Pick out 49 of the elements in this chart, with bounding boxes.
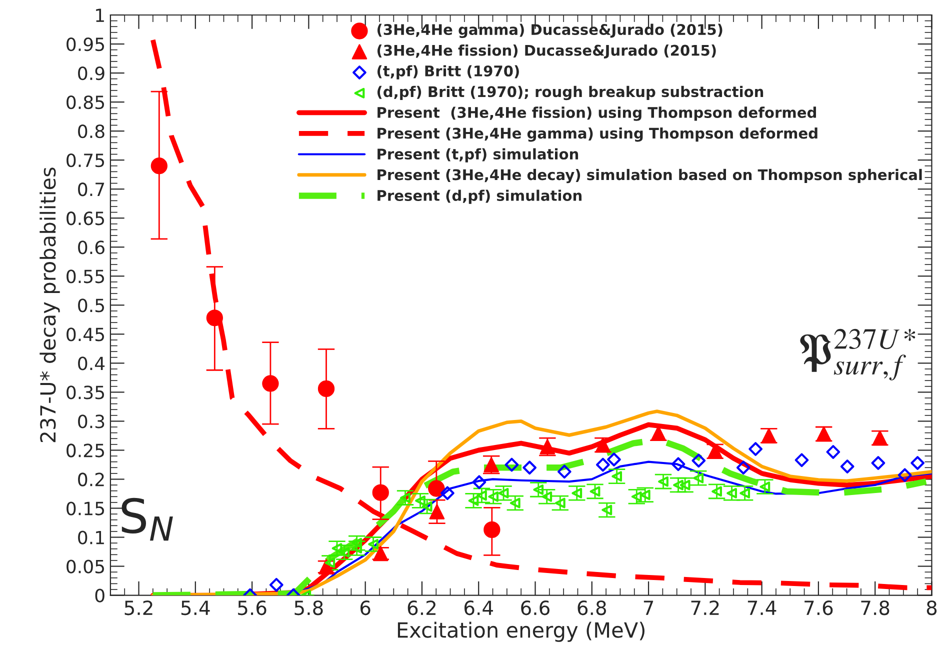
y-tick-label: 0.15	[66, 502, 104, 516]
x-tick-label: 6.2	[408, 600, 436, 616]
legend-label: (t,pf) Britt (1970)	[377, 65, 519, 80]
y-tick-label: 0.9	[78, 66, 104, 80]
y-tick-label: 0.65	[66, 212, 104, 226]
y-tick-label: 0.55	[66, 270, 104, 284]
y-tick-label: 0.1	[78, 530, 104, 544]
x-tick-label: 6.4	[464, 600, 493, 616]
y-tick-label: 0.85	[66, 95, 104, 110]
legend-label: (3He,4He gamma) Ducasse&Jurado (2015)	[377, 24, 722, 38]
legend-label: Present (3He,4He decay) simulation based on Thompson spherical	[378, 168, 922, 184]
y-tick-label: 0.95	[66, 37, 104, 52]
y-tick-label: 0.4	[78, 356, 105, 370]
y-tick-label: 0.2	[78, 472, 104, 486]
y-tick-label: 0.7	[78, 182, 104, 196]
y-tick-label: 0.35	[66, 386, 104, 400]
y-tick-label: 0.25	[66, 444, 104, 458]
x-tick-label: 5.4	[181, 600, 210, 616]
x-tick-label: 6.6	[521, 600, 550, 616]
y-tick-label: 0.45	[66, 328, 104, 342]
y-tick-label: 1	[96, 8, 104, 22]
y-tick-label: 0.6	[78, 240, 104, 254]
annotation: S$_{N}$	[122, 498, 173, 541]
y-tick-label: 0	[95, 588, 104, 602]
x-tick-label: 7.6	[804, 600, 833, 616]
x-axis-title: Excitation energy (MeV)	[398, 622, 644, 642]
x-tick-label: 7.2	[691, 600, 719, 615]
x-tick-label: 7.8	[861, 600, 890, 616]
x-tick-label: 6	[360, 600, 370, 616]
legend-label: Present (t,pf) simulation	[378, 148, 578, 162]
x-tick-label: 8	[926, 600, 937, 616]
y-tick-label: 0.75	[66, 154, 104, 168]
x-tick-label: 5.2	[124, 600, 152, 616]
y-tick-label: 0.5	[78, 298, 104, 312]
x-tick-label: 7.4	[748, 600, 776, 615]
annotation: 𝔓$^{237U*}$$_{surr,f}$	[800, 328, 916, 380]
legend-label: Present (3He,4He fission) using Thompson deformed	[378, 106, 816, 121]
y-tick-label: 0.3	[78, 414, 104, 428]
y-axis-title: 237-U* decay probabilities	[40, 168, 60, 442]
legend-label: (3He,4He fission) Ducasse&Jurado (2015)	[377, 44, 716, 59]
x-tick-label: 5.6	[238, 600, 266, 616]
legend-label: Present (d,pf) simulation	[378, 190, 582, 204]
x-tick-label: 6.8	[578, 600, 606, 616]
x-tick-label: 5.8	[294, 600, 323, 616]
x-tick-label: 7	[644, 600, 654, 615]
legend-label: Present (3He,4He gamma) using Thompson deformed	[378, 127, 818, 142]
y-tick-label: 0.8	[78, 124, 104, 138]
y-tick-label: 0.05	[66, 560, 104, 574]
legend-label: (d,pf) Britt (1970); rough breakup substraction	[377, 86, 764, 100]
